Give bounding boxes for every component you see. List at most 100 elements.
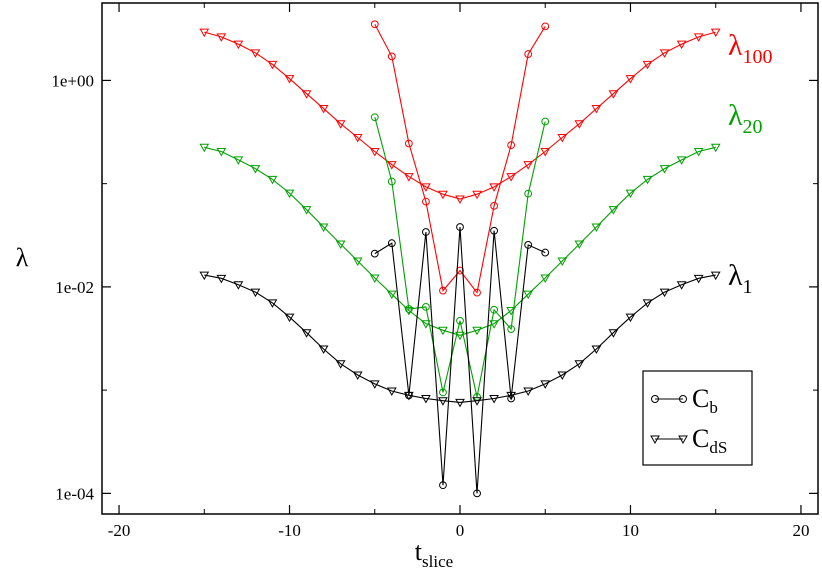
data-point-triangle	[352, 133, 363, 143]
x-tick-label: -10	[278, 521, 301, 540]
legend-marker-circle-icon	[651, 395, 659, 403]
series-line	[204, 146, 716, 336]
legend-entry-cds: CdS	[650, 424, 727, 457]
data-point-triangle	[216, 274, 227, 284]
data-point-triangle	[199, 143, 210, 153]
data-point-circle	[507, 394, 516, 403]
data-point-triangle	[335, 120, 346, 129]
data-point-triangle	[625, 189, 636, 199]
data-point-circle	[422, 197, 430, 206]
data-point-circle	[490, 305, 498, 314]
data-point-triangle	[369, 147, 380, 157]
series-20-triangle-down	[199, 143, 721, 341]
series-label-lambda-20-main: λ	[728, 99, 743, 132]
data-point-triangle	[301, 206, 312, 215]
data-point-triangle	[676, 40, 687, 50]
x-tick-label: -20	[108, 521, 131, 540]
data-point-triangle	[591, 345, 602, 355]
data-point-triangle	[403, 173, 414, 182]
data-point-triangle	[710, 271, 721, 281]
data-point-triangle	[693, 147, 704, 157]
legend: Cb CdS	[642, 370, 753, 466]
data-point-triangle	[625, 75, 636, 84]
legend-label-cb-main: C	[692, 384, 709, 413]
data-point-triangle	[710, 28, 721, 38]
series-line	[204, 31, 716, 200]
data-point-triangle	[489, 183, 499, 192]
data-point-triangle	[455, 195, 465, 205]
series-group	[199, 20, 721, 498]
data-point-triangle	[301, 329, 312, 338]
data-point-triangle	[540, 380, 551, 389]
data-point-triangle	[267, 175, 278, 185]
data-point-triangle	[676, 156, 687, 165]
data-point-triangle	[216, 147, 227, 157]
data-point-triangle	[352, 257, 363, 267]
legend-label-cds: CdS	[692, 424, 727, 457]
legend-entry-cb: Cb	[651, 384, 718, 417]
data-point-triangle	[284, 189, 295, 199]
data-point-circle	[370, 20, 379, 29]
data-point-triangle	[369, 380, 380, 389]
data-point-triangle	[216, 33, 227, 42]
data-point-triangle	[506, 173, 517, 182]
data-point-triangle	[438, 326, 448, 336]
data-point-triangle	[574, 240, 585, 250]
series-label-lambda-100: λ100	[728, 29, 773, 68]
series-1-circle	[370, 223, 550, 498]
x-axis-label-main: t	[415, 537, 423, 566]
series-line	[374, 226, 546, 494]
data-point-circle	[490, 226, 498, 235]
series-line	[374, 117, 546, 398]
data-point-triangle	[523, 290, 534, 300]
data-point-triangle	[455, 398, 465, 408]
series-label-lambda-1: λ1	[728, 259, 753, 298]
data-point-triangle	[284, 313, 295, 323]
ticks: -20 -10 0 10 20 1e-04 1e-02 1e+00	[51, 3, 818, 540]
data-point-circle	[524, 50, 533, 58]
data-point-circle	[473, 489, 481, 498]
data-point-triangle	[250, 165, 261, 174]
data-point-triangle	[352, 371, 363, 381]
data-point-circle	[404, 391, 413, 400]
data-point-triangle	[557, 257, 568, 267]
data-point-circle	[524, 189, 533, 198]
x-axis-label-sub: slice	[422, 552, 453, 571]
data-point-circle	[439, 388, 447, 397]
data-point-triangle	[523, 161, 534, 170]
data-point-circle	[422, 302, 430, 311]
data-point-triangle	[455, 331, 465, 341]
data-point-triangle	[591, 223, 602, 233]
data-point-triangle	[318, 105, 329, 114]
data-point-triangle	[421, 320, 431, 329]
data-point-triangle	[608, 329, 619, 338]
data-point-triangle	[676, 281, 687, 290]
data-point-triangle	[421, 183, 431, 192]
data-point-triangle	[608, 206, 619, 215]
data-point-circle	[387, 177, 396, 186]
data-point-triangle	[625, 313, 636, 323]
data-point-triangle	[472, 326, 482, 336]
series-label-lambda-100-sub: 100	[743, 46, 773, 68]
y-axis-label: λ	[16, 243, 29, 272]
data-point-circle	[404, 305, 413, 313]
data-point-triangle	[608, 90, 619, 99]
data-point-circle	[422, 228, 430, 236]
data-point-triangle	[318, 345, 329, 355]
data-point-triangle	[421, 394, 431, 404]
data-point-circle	[439, 286, 447, 295]
data-point-triangle	[369, 274, 380, 283]
data-point-circle	[404, 139, 413, 148]
data-point-circle	[456, 223, 464, 231]
x-axis-label: tslice	[415, 537, 453, 571]
series-label-lambda-1-sub: 1	[743, 276, 753, 298]
legend-label-cds-main: C	[692, 424, 709, 453]
series-100-triangle-down	[199, 28, 721, 205]
data-point-circle	[541, 117, 550, 126]
legend-label-cb: Cb	[692, 384, 718, 417]
data-point-triangle	[472, 190, 482, 200]
data-point-circle	[541, 248, 550, 257]
data-point-triangle	[693, 33, 704, 42]
series-label-lambda-20-sub: 20	[743, 116, 763, 138]
